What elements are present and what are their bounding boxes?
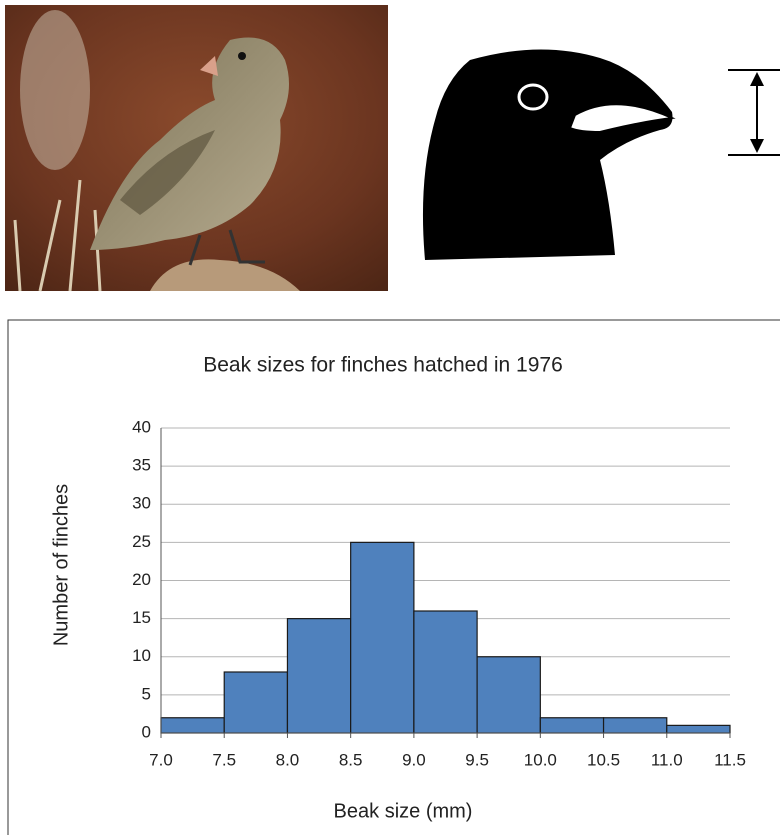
x-tick-label: 8.0: [276, 750, 300, 769]
x-tick-label: 11.5: [714, 750, 746, 769]
x-axis-label: Beak size (mm): [334, 800, 473, 822]
y-tick-label: 25: [132, 532, 151, 551]
x-tick-label: 7.0: [149, 750, 173, 769]
y-tick-label: 40: [132, 417, 151, 436]
chart-title: Beak sizes for finches hatched in 1976: [203, 354, 563, 377]
y-tick-label: 30: [132, 494, 151, 513]
y-tick-label: 0: [142, 722, 151, 741]
histogram-bar: [602, 717, 668, 734]
x-tick-label: 10.0: [524, 750, 557, 769]
histogram-bar: [666, 724, 731, 734]
x-tick-label: 9.0: [402, 750, 426, 769]
x-tick-label: 7.5: [212, 750, 236, 769]
y-tick-label: 35: [132, 456, 151, 475]
y-tick-label: 10: [132, 646, 151, 665]
chart-frame: [7, 319, 780, 835]
histogram-bar: [223, 671, 289, 734]
y-axis-label: Number of finches: [50, 484, 72, 646]
beak-diagram: [422, 49, 780, 260]
x-tick-label: 8.5: [339, 750, 363, 769]
histogram-bar: [539, 717, 605, 734]
y-tick-label: 15: [132, 608, 151, 627]
histogram-bar: [413, 610, 478, 734]
y-tick-label: 5: [142, 684, 151, 703]
y-tick-label: 20: [132, 570, 151, 589]
histogram-bar: [160, 717, 225, 734]
x-tick-label: 11.0: [651, 750, 683, 769]
x-tick-label: 9.5: [465, 750, 489, 769]
histogram-bar: [286, 618, 352, 734]
histogram-bar: [476, 656, 541, 734]
plot: 0 5 10 15 20 25 30 35 40 7.0 7.5 8.0 8.5 9.0 9.5 10.0 10…: [132, 417, 746, 769]
histogram-bar: [350, 541, 415, 734]
finch-photo: [5, 5, 388, 292]
x-tick-label: 10.5: [587, 750, 620, 769]
